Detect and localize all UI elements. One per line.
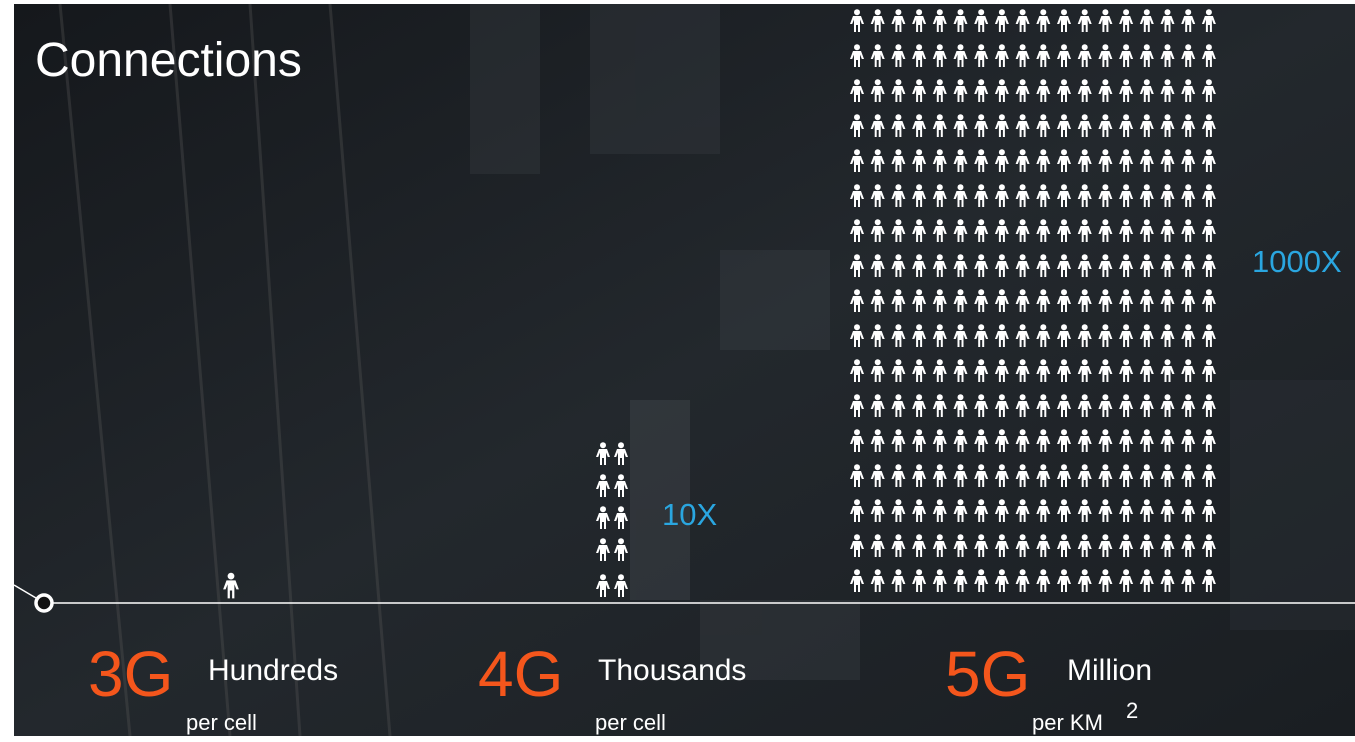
generation-name: 5G	[945, 638, 1030, 710]
multiplier: 10X	[662, 497, 717, 532]
generation-name: 3G	[88, 638, 173, 710]
slide: Connections 3G Hundreds per cell 4G Thou…	[0, 0, 1355, 742]
timeline-start	[36, 595, 52, 611]
generation-unit: per cell	[186, 710, 257, 735]
generation-name: 4G	[478, 638, 563, 710]
generation-unit: per KM	[1032, 710, 1103, 735]
unit-superscript: 2	[1126, 698, 1138, 723]
page: Connections 3G Hundreds per cell 4G Thou…	[0, 0, 1355, 742]
generation-unit: per cell	[595, 710, 666, 735]
slide-title: Connections	[35, 34, 302, 87]
generation-label: Million	[1067, 654, 1152, 687]
multiplier: 1000X	[1252, 244, 1342, 279]
generation-label: Hundreds	[208, 654, 338, 687]
generation-label: Thousands	[598, 654, 746, 687]
